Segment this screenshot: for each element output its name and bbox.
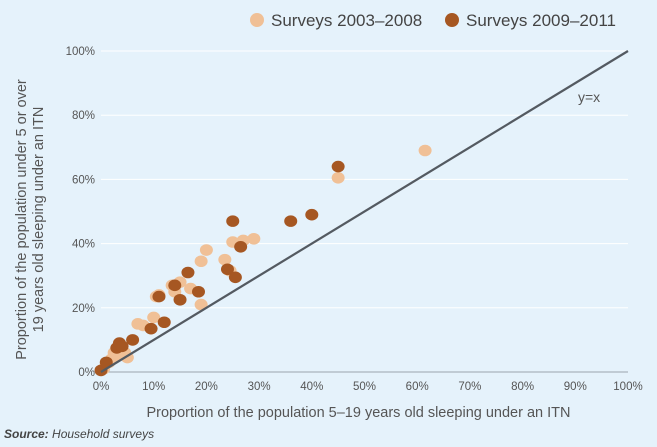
data-point — [99, 356, 113, 369]
data-point — [157, 316, 171, 329]
legend-marker — [250, 13, 264, 27]
x-tick-label: 100% — [613, 381, 642, 393]
source-label: Source: — [4, 427, 49, 441]
y-tick-label: 0% — [78, 367, 95, 379]
legend-label: Surveys 2009–2011 — [466, 11, 616, 30]
x-tick-label: 60% — [406, 381, 429, 393]
source-text: Household surveys — [52, 427, 155, 441]
y-axis-title-line: 19 years old sleeping under an ITN — [31, 107, 47, 333]
y-tick-label: 80% — [72, 110, 95, 122]
y-tick-label: 40% — [72, 239, 95, 251]
x-tick-label: 90% — [564, 381, 587, 393]
legend-label: Surveys 2003–2008 — [271, 11, 422, 30]
x-tick-label: 30% — [248, 381, 271, 393]
data-point — [305, 208, 319, 221]
y-tick-label: 60% — [72, 174, 95, 186]
data-point — [234, 241, 248, 253]
data-point — [218, 253, 232, 266]
data-point — [220, 263, 234, 276]
data-point — [247, 232, 261, 245]
data-point — [331, 171, 345, 184]
data-point — [144, 322, 158, 335]
y-tick-label: 100% — [66, 46, 95, 58]
data-point — [226, 215, 240, 227]
x-axis-title: Proportion of the population 5–19 years … — [146, 405, 570, 421]
x-tick-label: 10% — [142, 381, 165, 393]
data-point — [331, 160, 345, 173]
data-point — [194, 298, 208, 311]
x-tick-label: 40% — [300, 381, 323, 393]
data-point — [173, 293, 187, 306]
data-point — [194, 255, 208, 268]
data-point — [115, 340, 129, 353]
data-point — [126, 334, 140, 346]
x-tick-label: 50% — [353, 381, 376, 393]
x-tick-label: 70% — [458, 381, 481, 393]
x-tick-label: 20% — [195, 381, 218, 393]
data-point — [181, 266, 195, 279]
data-point — [191, 285, 205, 298]
y-tick-label: 20% — [72, 303, 95, 315]
x-tick-label: 0% — [93, 381, 110, 393]
data-point — [168, 279, 182, 292]
data-point — [228, 271, 242, 284]
reference-line — [100, 50, 629, 373]
data-point — [152, 290, 166, 303]
data-point — [147, 311, 161, 324]
legend-marker — [445, 13, 459, 27]
data-point — [284, 215, 298, 227]
y-axis-title-line: Proportion of the population under 5 or … — [14, 79, 30, 360]
x-tick-label: 80% — [511, 381, 534, 393]
data-point — [199, 244, 213, 256]
source-note: Source: Household surveys — [4, 427, 154, 441]
reference-line-label: y=x — [578, 89, 600, 105]
data-point — [418, 144, 432, 157]
